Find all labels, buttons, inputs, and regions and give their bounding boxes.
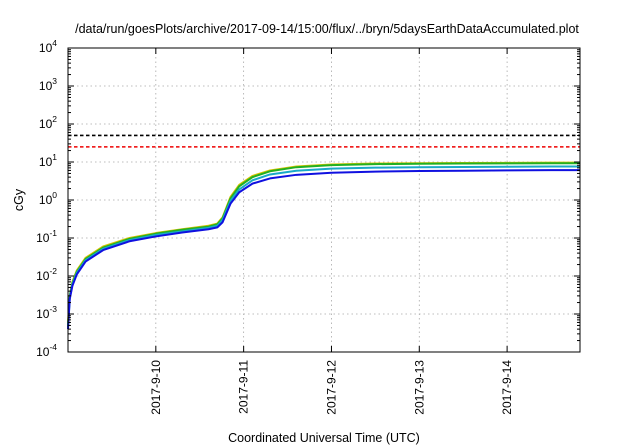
x-tick-label: 2017-9-13 xyxy=(412,360,426,415)
series-group xyxy=(67,161,580,330)
series-line xyxy=(67,169,580,330)
y-tick-label: 101 xyxy=(39,152,57,169)
y-tick-label: 10-3 xyxy=(36,304,57,321)
y-tick-label: 104 xyxy=(39,38,57,55)
x-tick-label: 2017-9-14 xyxy=(500,360,514,415)
x-axis-label: Coordinated Universal Time (UTC) xyxy=(228,431,420,445)
y-axis-label: cGy xyxy=(12,188,26,211)
x-tick-label: 2017-9-11 xyxy=(237,360,251,414)
x-tick-label: 2017-9-12 xyxy=(324,360,338,415)
x-tick-label: 2017-9-10 xyxy=(149,360,163,415)
y-tick-label: 10-2 xyxy=(36,266,57,283)
y-tick-label: 10-1 xyxy=(36,228,57,245)
y-tick-label: 10-4 xyxy=(36,342,57,359)
y-tick-label: 102 xyxy=(39,114,57,131)
y-tick-label: 103 xyxy=(39,76,57,93)
x-axis-ticks: 2017-9-10 2017-9-11 2017-9-12 2017-9-13 2017… xyxy=(149,48,514,415)
y-tick-label: 100 xyxy=(39,190,57,207)
chart-title: /data/run/goesPlots/archive/2017-09-14/1… xyxy=(75,22,579,36)
grid xyxy=(68,48,580,352)
reference-lines xyxy=(68,134,580,148)
y-axis-ticks: 10-4 10-3 10-2 10-1 100 101 102 103 104 xyxy=(36,38,580,359)
